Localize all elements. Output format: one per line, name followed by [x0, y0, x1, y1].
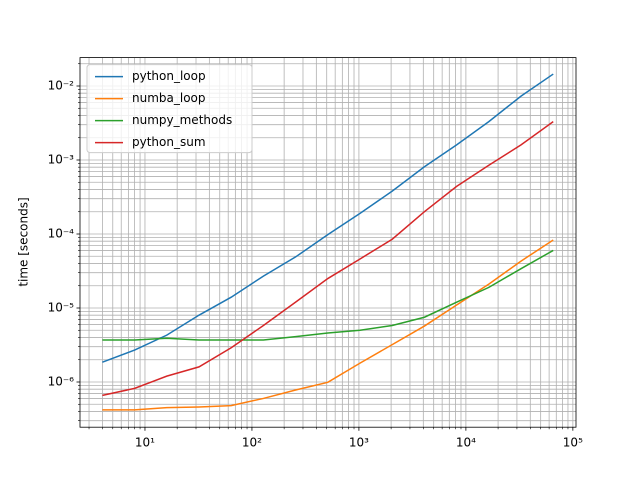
y-tick-label: 10⁻⁵	[48, 300, 75, 314]
y-tick-label: 10⁻²	[48, 79, 75, 93]
plot-frame	[79, 57, 577, 428]
y-tick-label: 10⁻³	[48, 153, 75, 167]
legend-label: python_sum	[132, 135, 206, 149]
x-tick-label: 10⁴	[456, 436, 476, 450]
series-line	[102, 249, 554, 341]
y-axis-label: time [seconds]	[17, 197, 31, 286]
series-line	[102, 121, 554, 397]
legend-label: python_loop	[132, 69, 206, 83]
x-tick-label: 10⁵	[563, 436, 583, 450]
legend-label: numba_loop	[132, 91, 206, 105]
y-tick-label: 10⁻⁶	[48, 374, 75, 388]
x-tick-label: 10¹	[135, 436, 155, 450]
legend-box	[86, 64, 253, 154]
x-tick-label: 10²	[242, 436, 262, 450]
legend-label: numpy_methods	[132, 113, 232, 127]
x-tick-label: 10³	[349, 436, 369, 450]
series-line	[102, 239, 554, 411]
y-tick-label: 10⁻⁴	[48, 227, 75, 241]
series-line	[102, 73, 554, 363]
